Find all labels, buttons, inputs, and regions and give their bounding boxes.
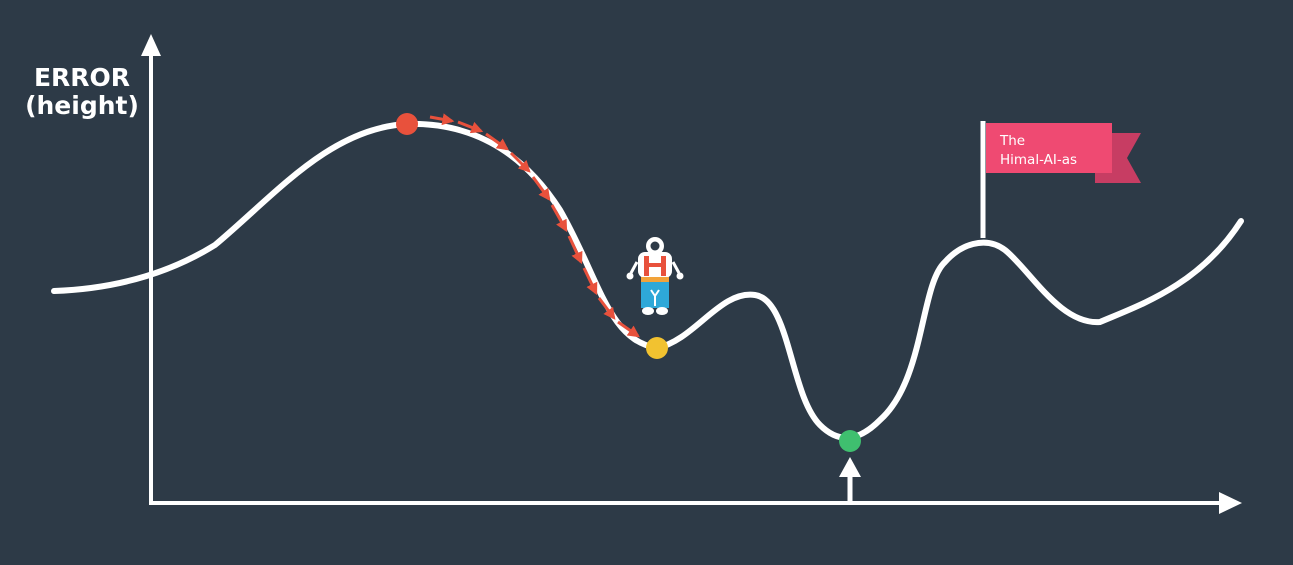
y-axis-arrowhead [141, 34, 161, 56]
descent-arrow [429, 113, 455, 126]
flag-icon [980, 121, 1141, 238]
descent-arrow [582, 267, 598, 296]
descent-arrow [617, 320, 640, 338]
descent-arrow [531, 176, 551, 201]
descent-arrow [457, 120, 484, 134]
descent-arrow [567, 235, 583, 265]
global-minimum-point [839, 430, 861, 452]
global-minimum-pointer-icon [839, 457, 861, 477]
descent-arrow [597, 297, 616, 320]
error-curve [51, 120, 1244, 441]
flag-text-line2: Himal-AI-as [1000, 152, 1077, 168]
flag-text-line1: The [999, 133, 1025, 149]
robot-hiker-icon [626, 237, 684, 315]
y-axis-label-line1: ERROR [34, 63, 130, 92]
descent-arrow [509, 151, 531, 173]
descent-arrows [429, 113, 640, 338]
x-axis-arrowhead [1219, 492, 1242, 514]
descent-arrow [485, 132, 509, 151]
y-axis-label-line2: (height) [25, 91, 139, 120]
local-minimum-point [646, 337, 668, 359]
descent-arrow [550, 204, 568, 233]
start-point [396, 113, 418, 135]
flag-banner [986, 123, 1112, 173]
